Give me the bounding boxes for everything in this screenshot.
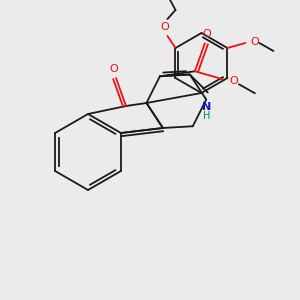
Text: N: N	[202, 103, 211, 112]
Text: O: O	[202, 29, 211, 39]
Text: H: H	[202, 112, 210, 122]
Text: O: O	[160, 22, 169, 32]
Text: O: O	[110, 64, 118, 74]
Text: O: O	[250, 37, 259, 47]
Text: O: O	[229, 76, 238, 86]
